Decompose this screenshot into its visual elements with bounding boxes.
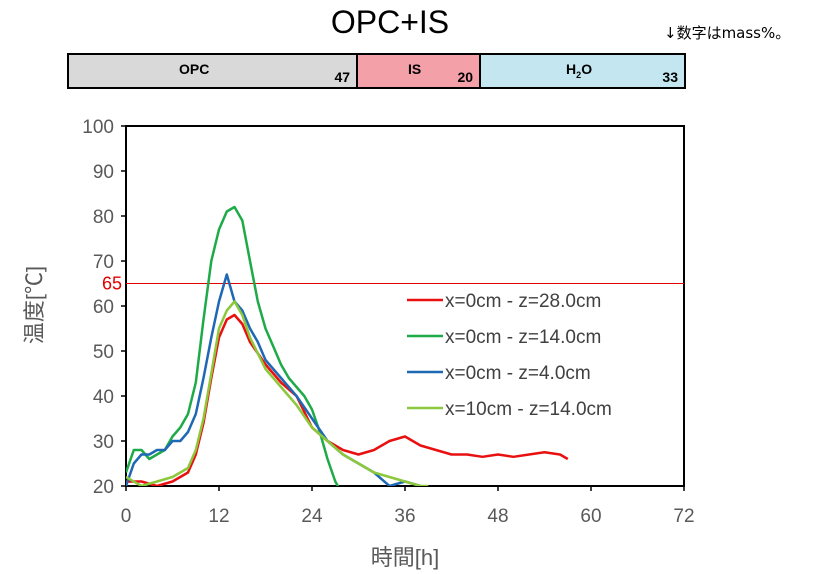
reference-line-label: 65 — [102, 274, 122, 294]
y-tick-label: 20 — [93, 477, 114, 498]
x-tick-label: 36 — [394, 506, 415, 527]
y-tick-label: 40 — [93, 387, 114, 408]
segment-water-value: 33 — [662, 69, 678, 85]
series-line-4 — [126, 300, 429, 486]
segment-is-value: 20 — [457, 69, 474, 85]
y-tick-label: 80 — [93, 207, 114, 228]
composition-note: ↓数字はmass%。 — [664, 24, 791, 42]
x-axis-label: 時間[h] — [371, 545, 439, 570]
legend-label-4: x=10cm - z=14.0cm — [445, 399, 612, 420]
chart-title: OPC+IS — [330, 4, 450, 40]
legend-label-2: x=0cm - z=14.0cm — [445, 327, 601, 348]
segment-opc: OPC 47 — [69, 55, 359, 87]
series-line-2 — [126, 205, 340, 486]
x-tick-label: 48 — [487, 506, 508, 527]
segment-is-label: IS — [408, 61, 422, 77]
y-tick-label: 60 — [93, 297, 114, 318]
segment-water: H2O 33 — [481, 55, 684, 87]
y-tick-label: 50 — [93, 342, 114, 363]
x-tick-label: 0 — [121, 506, 132, 527]
y-tick-label: 30 — [93, 432, 114, 453]
composition-bar: OPC 47 IS 20 H2O 33 — [67, 53, 686, 89]
segment-is: IS 20 — [358, 55, 482, 87]
segment-opc-value: 47 — [334, 69, 351, 85]
y-tick-label: 90 — [93, 162, 114, 183]
x-tick-label: 60 — [580, 506, 601, 527]
segment-opc-label: OPC — [179, 61, 210, 77]
x-tick-label: 72 — [673, 506, 694, 527]
y-tick-label: 70 — [93, 252, 114, 273]
y-tick-label: 100 — [82, 117, 114, 138]
legend-label-1: x=0cm - z=28.0cm — [445, 291, 601, 312]
x-tick-label: 24 — [301, 506, 323, 527]
x-tick-label: 12 — [208, 506, 229, 527]
segment-water-label: H2O — [566, 61, 593, 80]
legend-label-3: x=0cm - z=4.0cm — [445, 363, 591, 384]
y-axis-label: 温度[℃] — [22, 266, 47, 344]
